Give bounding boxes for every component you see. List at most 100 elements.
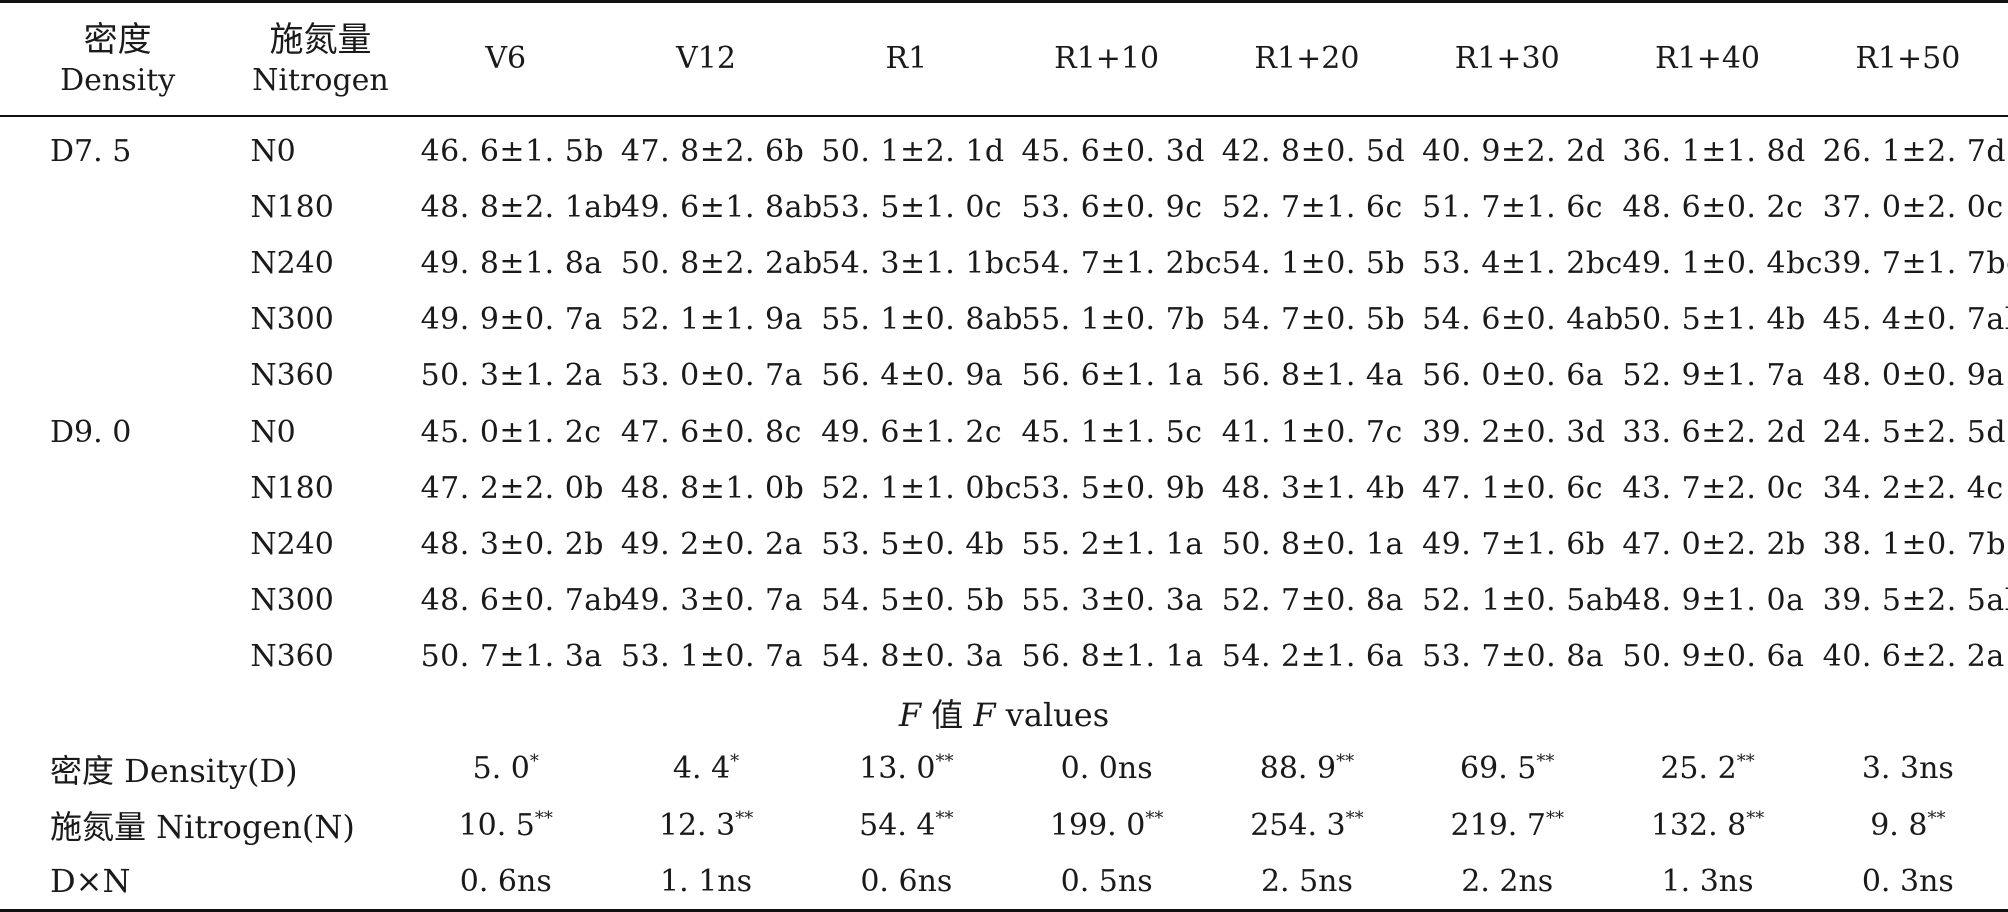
nitrogen-cell: N300 [250,302,334,338]
f-value-cell: 0. 5ns [1006,853,1207,912]
value-cell: 56. 4±0. 9a [821,358,1004,394]
value-cell: 50. 3±1. 2a [420,358,603,394]
value-cell: 39. 7±1. 7bc [1822,245,2008,281]
value-cell: 52. 7±0. 8a [1221,583,1404,619]
value-cell: 54. 2±1. 6a [1221,639,1404,675]
value-cell: 50. 5±1. 4b [1622,302,1806,338]
f-value-row: D×N 0. 6ns 1. 1ns 0. 6ns 0. 5ns 2. 5ns 2. 2ns 1… [0,853,2008,912]
table-row: N300 48. 6±0. 7ab 49. 3±0. 7a 54. 5±0. 5b 55… [0,573,2008,629]
f-value-cell: 69. 5** [1407,741,1607,797]
header-nitrogen-en: Nitrogen [252,62,389,98]
value-cell: 49. 6±1. 2c [821,414,1003,450]
density-cell [0,292,235,348]
value-cell: 38. 1±0. 7b [1822,526,2007,562]
f-value-cell: 0. 3ns [1807,853,2008,912]
f-value-cell: 0. 0ns [1006,741,1206,797]
value-cell: 49. 8±1. 8a [420,245,603,281]
value-cell: 43. 7±2. 0c [1622,470,1804,506]
f-value-number: 25. 2 [1660,751,1737,787]
value-cell: 40. 6±2. 2a [1822,639,2005,675]
f-value-cell: 132. 8** [1607,797,1807,853]
value-cell: 52. 1±1. 0bc [821,470,1022,506]
f-value-number: 199. 0 [1049,807,1146,843]
f-value-number: 132. 8 [1650,807,1747,843]
f-italic-1: F [898,695,922,734]
f-value-number: 69. 5 [1460,751,1537,787]
value-cell: 49. 3±0. 7a [620,583,803,619]
f-value-number: 0. 5ns [1060,863,1153,899]
value-cell: 48. 8±2. 1ab [420,189,623,225]
header-stage-r1-30: R1+30 [1407,0,1608,117]
value-cell: 36. 1±1. 8d [1622,133,1806,169]
value-cell: 34. 2±2. 4c [1822,470,2004,506]
value-cell: 53. 7±0. 8a [1422,639,1605,675]
f-value-cell: 88. 9** [1207,741,1407,797]
value-cell: 39. 5±2. 5ab [1822,583,2008,619]
f-value-number: 3. 3ns [1861,751,1954,787]
significance-mark: ** [534,807,553,829]
value-cell: 53. 4±1. 2bc [1422,245,1623,281]
value-cell: 49. 6±1. 8ab [620,189,823,225]
f-value-number: 10. 5 [458,807,535,843]
f-heading-tail: values [995,695,1110,734]
value-cell: 56. 0±0. 6a [1422,358,1605,394]
f-value-number: 5. 0 [472,751,530,787]
value-cell: 48. 9±1. 0a [1622,583,1805,619]
value-cell: 39. 2±0. 3d [1422,414,1606,450]
value-cell: 52. 9±1. 7a [1622,358,1805,394]
f-value-cell: 254. 3** [1207,797,1407,853]
f-value-cell: 9. 8** [1808,797,2008,853]
f-row-label: 施氮量 Nitrogen(N) [50,808,355,847]
value-cell: 54. 8±0. 3a [821,639,1004,675]
nitrogen-cell: N180 [250,470,334,506]
value-cell: 47. 6±0. 8c [620,414,802,450]
f-row-label: D×N [0,853,406,912]
nitrogen-cell: N180 [250,189,334,225]
value-cell: 24. 5±2. 5d [1822,414,2007,450]
nitrogen-cell: N240 [250,526,334,562]
density-cell: D9. 0 [50,414,132,450]
f-values-heading: F 值 F values [0,685,2008,741]
value-cell: 53. 5±0. 4b [821,526,1005,562]
f-value-number: 1. 1ns [660,863,753,899]
header-stage-r1: R1 [806,0,1007,117]
header-density-en: Density [60,62,176,98]
f-heading-mid: 值 [921,695,974,734]
value-cell: 48. 6±0. 2c [1622,189,1804,225]
table-row: N180 47. 2±2. 0b 48. 8±1. 0b 52. 1±1. 0bc 53… [0,460,2008,516]
f-value-cell: 4. 4* [606,741,806,797]
value-cell: 54. 3±1. 1bc [821,245,1022,281]
f-value-cell: 13. 0** [806,741,1006,797]
value-cell: 41. 1±0. 7c [1221,414,1403,450]
f-value-cell: 199. 0** [1006,797,1206,853]
value-cell: 53. 6±0. 9c [1021,189,1203,225]
header-stage-v12: V12 [605,0,807,117]
f-value-number: 88. 9 [1259,751,1337,787]
value-cell: 48. 3±1. 4b [1221,470,1406,506]
significance-mark: ** [1927,807,1946,829]
f-value-cell: 2. 2ns [1407,853,1608,912]
f-value-number: 12. 3 [658,807,736,843]
value-cell: 55. 2±1. 1a [1021,526,1204,562]
table-body: D7. 5 N0 46. 6±1. 5b 47. 8±2. 6b 50. 1±2. 1d… [0,116,2008,912]
value-cell: 52. 7±1. 6c [1221,189,1403,225]
nitrogen-cell: N360 [250,358,334,394]
table-row: N240 48. 3±0. 2b 49. 2±0. 2a 53. 5±0. 4b 55.… [0,516,2008,572]
significance-mark: ** [1545,807,1564,829]
nitrogen-cell: N360 [250,639,334,675]
significance-mark: * [730,751,740,773]
f-value-number: 0. 6ns [459,863,552,899]
value-cell: 47. 0±2. 2b [1622,526,1806,562]
significance-mark: * [529,751,539,773]
f-value-cell: 1. 1ns [605,853,807,912]
header-stage-v6: V6 [405,0,606,117]
table-row: D9. 0 N0 45. 0±1. 2c 47. 6±0. 8c 49. 6±1. 2c… [0,404,2008,460]
value-cell: 56. 6±1. 1a [1021,358,1204,394]
f-value-row: 密度 Density(D) 5. 0* 4. 4* 13. 0** 0. 0ns 88. … [0,741,2008,797]
value-cell: 45. 4±0. 7ab [1822,302,2008,338]
f-value-number: 219. 7 [1450,807,1546,843]
f-value-cell: 25. 2** [1607,741,1807,797]
f-values-section-row: F 值 F values [0,685,2008,741]
